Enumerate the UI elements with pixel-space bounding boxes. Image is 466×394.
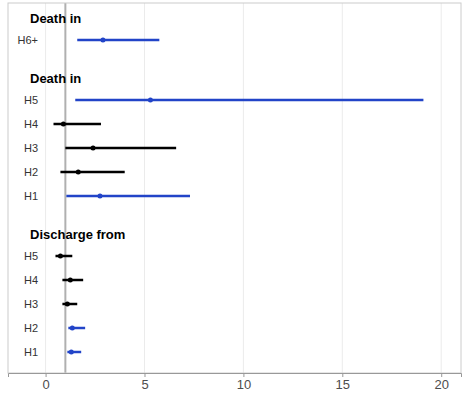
point <box>76 170 81 175</box>
axis-line <box>9 374 462 378</box>
plot-frame <box>8 3 461 373</box>
row-label: H1 <box>24 346 38 358</box>
tick-label: 5 <box>141 377 148 392</box>
row-label: H5 <box>24 94 38 106</box>
tick: 10 <box>237 373 251 392</box>
group-title: Discharge from <box>30 227 125 242</box>
grid-line <box>441 3 442 373</box>
error-bar <box>75 99 423 102</box>
row-label: H3 <box>24 142 38 154</box>
row-label: H1 <box>24 190 38 202</box>
tick-label: 0 <box>42 377 49 392</box>
plot-background <box>8 3 461 373</box>
point <box>65 302 70 307</box>
point <box>58 254 63 259</box>
tick: 15 <box>336 373 350 392</box>
point <box>91 146 96 151</box>
x-axis: 0 5 10 15 20 <box>9 373 462 392</box>
chart: Death in H6+ Death in H5 H4 H3 H2 H1 Discharge f… <box>0 0 466 394</box>
labels: Death in H6+ Death in H5 H4 H3 H2 H1 Discharge f… <box>18 11 126 358</box>
point <box>70 326 75 331</box>
point <box>69 350 74 355</box>
group-title: Death in <box>30 71 81 86</box>
tick-label: 10 <box>237 377 251 392</box>
point <box>97 194 102 199</box>
grid <box>46 3 442 373</box>
grid-line <box>243 3 244 373</box>
point <box>100 38 105 43</box>
row-label: H5 <box>24 250 38 262</box>
grid-line <box>144 3 145 373</box>
tick-label: 15 <box>336 377 350 392</box>
row-label: H2 <box>24 166 38 178</box>
tick: 5 <box>141 373 148 392</box>
group-title: Death in <box>30 11 81 26</box>
error-bar <box>65 147 176 150</box>
row-label: H6+ <box>18 34 39 46</box>
error-bar <box>60 171 124 174</box>
error-bar <box>53 123 100 126</box>
grid-line <box>342 3 343 373</box>
grid-line <box>45 3 46 373</box>
row-label: H4 <box>24 274 38 286</box>
error-bar <box>66 195 190 198</box>
row-label: H3 <box>24 298 38 310</box>
point <box>68 278 73 283</box>
tick: 0 <box>42 373 49 392</box>
tick: 20 <box>434 373 448 392</box>
tick-label: 20 <box>434 377 448 392</box>
error-bar <box>77 39 159 42</box>
marks <box>53 3 423 373</box>
row-label: H2 <box>24 322 38 334</box>
reference-line <box>64 3 66 373</box>
point <box>61 122 66 127</box>
point <box>148 98 153 103</box>
row-label: H4 <box>24 118 38 130</box>
